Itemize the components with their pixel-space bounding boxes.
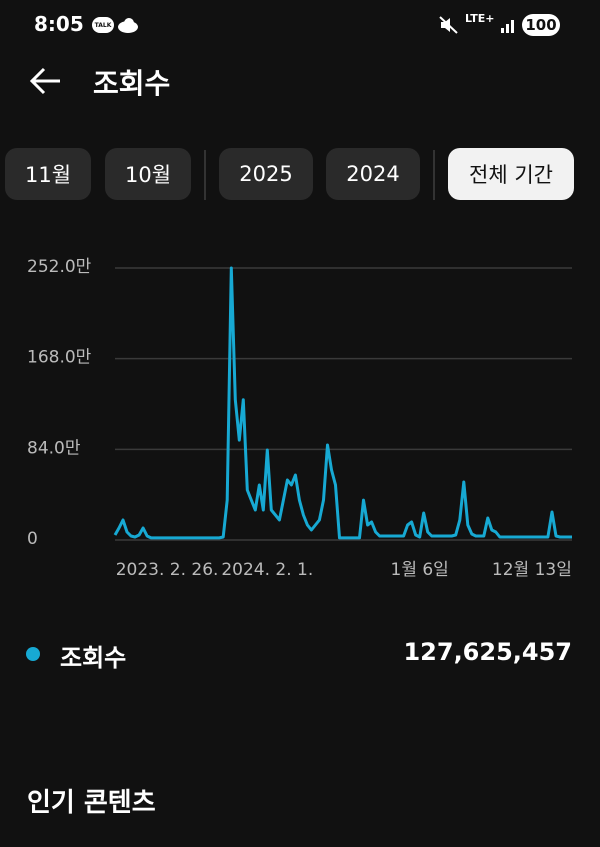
legend-dot [26, 647, 40, 661]
series-line [113, 266, 572, 540]
talk-icon: TALK [92, 17, 114, 33]
back-button[interactable] [28, 66, 64, 96]
x-tick-label: 2023. 2. 26. [116, 560, 219, 580]
x-tick-label: 12월 13일 [492, 560, 572, 580]
filter-chip[interactable]: 11월 [5, 148, 91, 200]
cloud-icon [118, 18, 138, 33]
x-tick-label: 2024. 2. 1. [221, 560, 313, 580]
header-title: 조회수 [93, 67, 171, 100]
network-label: LTE+ [465, 12, 495, 25]
total-views: 127,625,457 [403, 638, 572, 666]
status-time: 8:05 [34, 12, 84, 36]
filter-chip[interactable]: 10월 [105, 148, 191, 200]
battery: 100 [522, 14, 560, 36]
divider [204, 150, 206, 200]
divider [433, 150, 435, 200]
x-tick-label: 1월 6일 [391, 560, 449, 580]
y-tick-label: 0 [27, 529, 38, 549]
y-tick-label: 168.0만 [27, 348, 92, 368]
filter-chip[interactable]: 전체 기간 [448, 148, 574, 200]
signal-icon [501, 20, 514, 33]
y-tick-label: 84.0만 [27, 438, 81, 458]
mute-icon [439, 16, 458, 34]
section-title: 인기 콘텐츠 [27, 788, 156, 818]
filter-chip[interactable]: 2025 [219, 148, 313, 200]
legend-label: 조회수 [60, 644, 127, 672]
y-tick-label: 252.0만 [27, 257, 92, 277]
chart: 0 84.0만 168.0만 252.0만 2023. 2. 26. 2024. 2. 1… [27, 257, 572, 580]
filter-chip[interactable]: 2024 [326, 148, 420, 200]
